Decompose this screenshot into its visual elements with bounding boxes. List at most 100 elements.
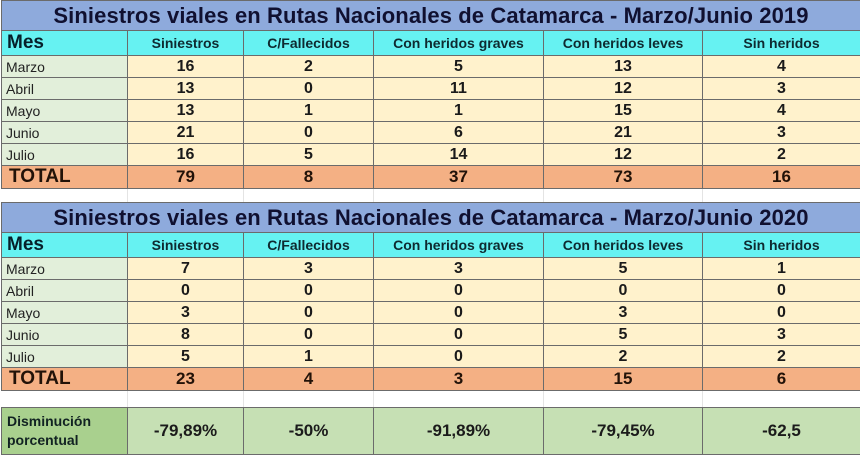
header-sin-heridos[interactable]: Sin heridos xyxy=(701,232,860,258)
cell-value[interactable]: 6 xyxy=(373,121,544,144)
table-title[interactable]: Siniestros viales en Rutas Nacionales de… xyxy=(0,0,860,31)
cell-value[interactable]: 0 xyxy=(373,345,544,368)
gridline xyxy=(543,390,544,407)
cell-value[interactable]: 2 xyxy=(543,345,703,368)
cell-value[interactable]: 3 xyxy=(543,301,703,324)
cell-month[interactable]: Marzo xyxy=(1,257,128,280)
table-title[interactable]: Siniestros viales en Rutas Nacionales de… xyxy=(0,202,860,233)
cell-value[interactable]: 3 xyxy=(243,257,374,280)
gridline xyxy=(702,188,703,202)
cell-month[interactable]: Abril xyxy=(1,77,128,100)
header-sin-heridos[interactable]: Sin heridos xyxy=(701,30,860,56)
cell-value[interactable]: 5 xyxy=(127,345,244,368)
header-heridos-graves[interactable]: Con heridos graves xyxy=(373,30,544,56)
cell-value[interactable]: 5 xyxy=(373,55,544,78)
cell-month[interactable]: Julio xyxy=(1,143,128,166)
decrease-label[interactable]: Disminución porcentual xyxy=(1,407,128,455)
total-label[interactable]: TOTAL xyxy=(1,165,128,189)
cell-value[interactable]: 13 xyxy=(543,55,703,78)
cell-value[interactable]: 1 xyxy=(243,345,374,368)
cell-value[interactable]: 1 xyxy=(243,99,374,122)
total-value[interactable]: 6 xyxy=(701,367,860,391)
total-value[interactable]: 73 xyxy=(543,165,703,189)
cell-value[interactable]: 7 xyxy=(127,257,244,280)
cell-value[interactable]: 2 xyxy=(701,143,860,166)
cell-value[interactable]: 15 xyxy=(543,99,703,122)
cell-value[interactable]: 0 xyxy=(127,279,244,302)
cell-value[interactable]: 3 xyxy=(701,77,860,100)
decrease-value[interactable]: -79,45% xyxy=(543,407,703,455)
header-heridos-graves[interactable]: Con heridos graves xyxy=(373,232,544,258)
cell-value[interactable]: 8 xyxy=(127,323,244,346)
cell-value[interactable]: 5 xyxy=(243,143,374,166)
total-value[interactable]: 15 xyxy=(543,367,703,391)
total-value[interactable]: 23 xyxy=(127,367,244,391)
cell-value[interactable]: 13 xyxy=(127,99,244,122)
table-row: Mayo 13 1 1 15 4 xyxy=(1,99,860,122)
cell-value[interactable]: 12 xyxy=(543,143,703,166)
cell-value[interactable]: 21 xyxy=(543,121,703,144)
cell-value[interactable]: 2 xyxy=(701,345,860,368)
table-row: Junio 21 0 6 21 3 xyxy=(1,121,860,144)
cell-value[interactable]: 14 xyxy=(373,143,544,166)
cell-value[interactable]: 2 xyxy=(243,55,374,78)
cell-month[interactable]: Junio xyxy=(1,323,128,346)
total-row: TOTAL 23 4 3 15 6 xyxy=(1,367,860,391)
cell-value[interactable]: 3 xyxy=(373,257,544,280)
total-value[interactable]: 79 xyxy=(127,165,244,189)
header-row: Mes Siniestros C/Fallecidos Con heridos … xyxy=(1,30,860,56)
header-siniestros[interactable]: Siniestros xyxy=(127,30,244,56)
total-label[interactable]: TOTAL xyxy=(1,367,128,391)
header-fallecidos[interactable]: C/Fallecidos xyxy=(243,30,374,56)
total-value[interactable]: 16 xyxy=(701,165,860,189)
cell-value[interactable]: 3 xyxy=(701,323,860,346)
cell-value[interactable]: 0 xyxy=(701,301,860,324)
gridline xyxy=(702,390,703,407)
cell-value[interactable]: 11 xyxy=(373,77,544,100)
cell-value[interactable]: 16 xyxy=(127,143,244,166)
header-mes[interactable]: Mes xyxy=(1,30,128,56)
cell-value[interactable]: 5 xyxy=(543,257,703,280)
header-heridos-leves[interactable]: Con heridos leves xyxy=(543,232,703,258)
cell-value[interactable]: 0 xyxy=(243,77,374,100)
cell-value[interactable]: 13 xyxy=(127,77,244,100)
cell-value[interactable]: 3 xyxy=(127,301,244,324)
header-heridos-leves[interactable]: Con heridos leves xyxy=(543,30,703,56)
cell-month[interactable]: Abril xyxy=(1,279,128,302)
decrease-value[interactable]: -50% xyxy=(243,407,374,455)
cell-value[interactable]: 1 xyxy=(373,99,544,122)
decrease-value[interactable]: -79,89% xyxy=(127,407,244,455)
total-value[interactable]: 3 xyxy=(373,367,544,391)
total-value[interactable]: 4 xyxy=(243,367,374,391)
cell-value[interactable]: 12 xyxy=(543,77,703,100)
cell-value[interactable]: 0 xyxy=(701,279,860,302)
cell-value[interactable]: 21 xyxy=(127,121,244,144)
cell-value[interactable]: 0 xyxy=(243,279,374,302)
cell-value[interactable]: 0 xyxy=(543,279,703,302)
cell-value[interactable]: 1 xyxy=(701,257,860,280)
cell-value[interactable]: 3 xyxy=(701,121,860,144)
cell-month[interactable]: Junio xyxy=(1,121,128,144)
header-mes[interactable]: Mes xyxy=(1,232,128,258)
cell-value[interactable]: 0 xyxy=(373,301,544,324)
cell-value[interactable]: 0 xyxy=(373,323,544,346)
cell-value[interactable]: 4 xyxy=(701,55,860,78)
header-fallecidos[interactable]: C/Fallecidos xyxy=(243,232,374,258)
cell-month[interactable]: Mayo xyxy=(1,301,128,324)
total-value[interactable]: 37 xyxy=(373,165,544,189)
cell-value[interactable]: 4 xyxy=(701,99,860,122)
decrease-value[interactable]: -91,89% xyxy=(373,407,544,455)
cell-value[interactable]: 0 xyxy=(243,121,374,144)
total-value[interactable]: 8 xyxy=(243,165,374,189)
gridline xyxy=(373,390,374,407)
cell-month[interactable]: Julio xyxy=(1,345,128,368)
cell-value[interactable]: 5 xyxy=(543,323,703,346)
header-siniestros[interactable]: Siniestros xyxy=(127,232,244,258)
cell-value[interactable]: 0 xyxy=(243,323,374,346)
cell-value[interactable]: 16 xyxy=(127,55,244,78)
decrease-value[interactable]: -62,5 xyxy=(702,407,860,455)
cell-value[interactable]: 0 xyxy=(243,301,374,324)
cell-month[interactable]: Marzo xyxy=(1,55,128,78)
cell-value[interactable]: 0 xyxy=(373,279,544,302)
cell-month[interactable]: Mayo xyxy=(1,99,128,122)
